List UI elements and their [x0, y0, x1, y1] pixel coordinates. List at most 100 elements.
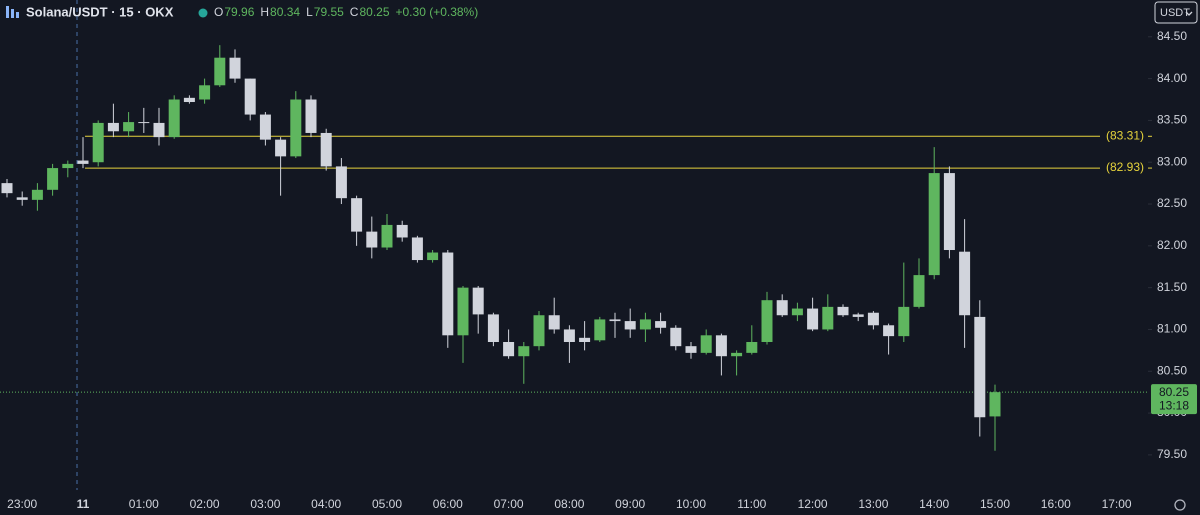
candle-body: [898, 306, 910, 337]
candle-body: [123, 122, 135, 132]
y-tick-label: 81.50: [1157, 280, 1187, 294]
y-tick-label: 81.00: [1157, 322, 1187, 336]
x-tick-label: 16:00: [1041, 497, 1071, 511]
candle-body: [487, 314, 499, 342]
x-tick-label: 13:00: [858, 497, 888, 511]
candle-body: [913, 275, 925, 307]
candle-body: [685, 346, 697, 353]
candle-body: [107, 122, 119, 132]
candle-body: [275, 139, 287, 157]
candle-body: [168, 99, 180, 138]
y-tick-label: 84.00: [1157, 71, 1187, 85]
countdown: 13:18: [1159, 398, 1189, 412]
x-tick-label: 11: [77, 497, 90, 511]
candle-body: [746, 341, 758, 353]
y-tick-label: 84.50: [1157, 29, 1187, 43]
ohlc-key: C: [350, 5, 359, 19]
y-tick-label: 83.50: [1157, 113, 1187, 127]
candle-body: [31, 189, 43, 200]
candle-body: [229, 57, 241, 79]
candle-body: [503, 341, 515, 357]
candle-body: [715, 335, 727, 357]
ohlc-value: 80.25: [359, 5, 389, 19]
currency-caret[interactable]: [1185, 11, 1193, 16]
candle-body: [563, 329, 575, 342]
x-tick-label: 11:00: [737, 497, 766, 511]
candle-body: [183, 97, 195, 103]
x-tick-label: 09:00: [615, 497, 645, 511]
candle-body: [472, 287, 484, 315]
x-tick-label: 04:00: [311, 497, 341, 511]
candle-body: [731, 352, 743, 357]
settings-icon[interactable]: [1174, 499, 1186, 511]
level-label: (83.31): [1106, 128, 1144, 142]
ohlc-key: H: [260, 5, 269, 19]
x-tick-label: 06:00: [433, 497, 463, 511]
candle-body: [791, 308, 803, 316]
candle-body: [609, 319, 621, 322]
candle-body: [867, 312, 879, 326]
candle-body: [776, 300, 788, 316]
ohlc-value: 79.55: [314, 5, 344, 19]
candle-body: [974, 316, 986, 418]
candle-body: [153, 122, 165, 138]
x-tick-label: 07:00: [494, 497, 524, 511]
x-tick-label: 01:00: [129, 497, 159, 511]
candle-body: [989, 392, 1001, 417]
candle-body: [639, 319, 651, 330]
candle-body: [214, 57, 226, 86]
candle-body: [457, 287, 469, 336]
candle-body: [518, 346, 530, 357]
x-tick-label: 08:00: [554, 497, 584, 511]
candle-body: [47, 168, 59, 190]
candle-body: [62, 163, 74, 169]
candle-body: [761, 300, 773, 342]
currency-label[interactable]: USDT: [1160, 7, 1190, 19]
currency-button[interactable]: [1154, 1, 1198, 24]
x-tick-label: 05:00: [372, 497, 402, 511]
x-tick-label: 02:00: [190, 497, 220, 511]
candle-body: [852, 314, 864, 317]
candle-body: [335, 166, 347, 199]
candle-body: [670, 327, 682, 347]
chart-title: Solana/USDT · 15 · OKX: [26, 4, 174, 19]
candle-body: [533, 315, 545, 347]
candle-body: [928, 173, 940, 276]
candle-body: [16, 197, 28, 200]
candle-body: [883, 325, 895, 337]
y-tick-label: 82.00: [1157, 238, 1187, 252]
x-tick-label: 14:00: [919, 497, 949, 511]
candle-body: [579, 337, 591, 342]
candle-body: [943, 173, 955, 251]
logo: [6, 6, 19, 18]
candle-body: [381, 224, 393, 248]
candle-body: [807, 308, 819, 330]
candle-body: [548, 315, 560, 330]
candle-body: [138, 122, 150, 124]
candle-body: [92, 122, 104, 163]
last-price-label: 80.25: [1159, 385, 1189, 399]
candle-body: [959, 251, 971, 316]
candle-body: [442, 252, 454, 336]
ohlc-header: O 79.96 H 80.34 L 79.55 C 80.25 +0.30 (+0.38%): [214, 5, 478, 19]
candle-body: [655, 321, 667, 328]
x-tick-label: 17:00: [1102, 497, 1132, 511]
candle-body: [822, 306, 834, 330]
ohlc-key: O: [214, 5, 223, 19]
ohlc-value: 79.96: [224, 5, 254, 19]
x-tick-label: 10:00: [676, 497, 706, 511]
y-tick-label: 80.50: [1157, 363, 1187, 377]
x-tick-label: 23:00: [7, 497, 37, 511]
x-tick-label: 03:00: [250, 497, 280, 511]
candle-body: [77, 160, 89, 164]
candle-body: [199, 85, 211, 100]
candle-body: [351, 198, 363, 232]
ohlc-value: 80.34: [270, 5, 300, 19]
y-tick-label: 83.00: [1157, 154, 1187, 168]
candle-body: [290, 99, 302, 157]
candle-body: [700, 335, 712, 353]
y-tick-label: 79.50: [1157, 447, 1187, 461]
